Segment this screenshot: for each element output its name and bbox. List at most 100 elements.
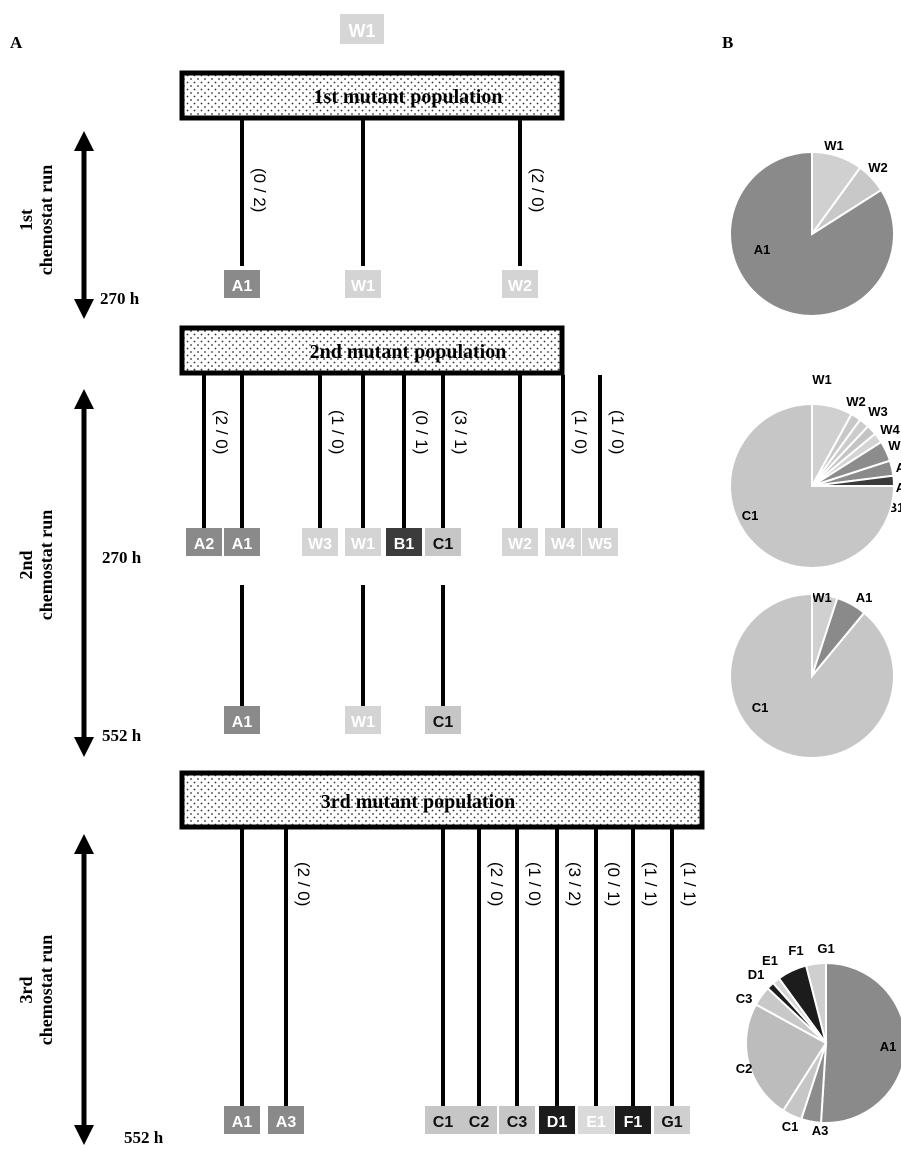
strain-box (425, 706, 461, 734)
pie-slice-label: W2 (868, 160, 888, 175)
strain-label: A1 (232, 278, 253, 295)
pie-slice-label: W3 (868, 404, 888, 419)
panel-label-b: B (722, 33, 733, 52)
strain-label: C3 (507, 1114, 528, 1131)
pie-slice-label: A1 (754, 242, 771, 257)
strain-box (578, 1106, 614, 1134)
pie-chart-1: W1 W2 A1 (729, 138, 895, 317)
run-arrow-2 (74, 389, 94, 757)
top-strain-label: W1 (349, 21, 376, 41)
strain-box (224, 528, 260, 556)
pie-slice-label: W1 (824, 138, 844, 153)
ratio-label: (2 / 0) (294, 862, 313, 906)
strain-box (425, 528, 461, 556)
strain-rows: A1 (0 / 2) W1 W2 (2 / 0) A2 (2 / 0) A1 W3 (1 / 0)… (186, 120, 699, 1134)
ratio-label: (2 / 0) (212, 410, 231, 454)
pie-slice-label: C1 (782, 1119, 799, 1134)
ratio-label: (2 / 0) (528, 168, 547, 212)
strain-label: D1 (547, 1114, 568, 1131)
run-label-2: 2nd chemostat run (16, 510, 56, 621)
strain-label: W4 (551, 536, 575, 553)
run-label-3: 3rd chemostat run (16, 935, 56, 1046)
population-label-2: 2nd mutant population (310, 341, 507, 363)
population-box-3: 3rd mutant population (179, 770, 705, 830)
strain-box (502, 270, 538, 298)
strain-label: A1 (232, 1114, 253, 1131)
pie-slice-label: W1 (812, 372, 832, 387)
strain-box (302, 528, 338, 556)
pie-slice-label: A1 (880, 1039, 897, 1054)
strain-box (345, 528, 381, 556)
ratio-label: (2 / 0) (487, 862, 506, 906)
pie-slice-label: E1 (762, 953, 778, 968)
svg-text:3rd: 3rd (16, 977, 36, 1004)
strain-label: W1 (351, 278, 375, 295)
pie-slice-label: A2 (896, 460, 901, 475)
pie-slice-label: A3 (812, 1123, 829, 1138)
ratio-label: (1 / 0) (328, 410, 347, 454)
top-strain-box: W1 (340, 14, 384, 44)
pie-slice-label: G1 (817, 941, 834, 956)
pie-slice-label: C1 (742, 508, 759, 523)
population-box-2: 2nd mutant population (179, 325, 565, 376)
strain-label: W2 (508, 278, 532, 295)
run-arrow-3 (74, 834, 94, 1145)
run-label-1: 1st chemostat run (16, 165, 56, 276)
population-label-3: 3rd mutant population (321, 791, 516, 813)
strain-label: F1 (624, 1114, 643, 1131)
strain-label: E1 (586, 1114, 606, 1131)
strain-box (268, 1106, 304, 1134)
ratio-label: (3 / 1) (451, 410, 470, 454)
strain-box (224, 270, 260, 298)
strain-box (461, 1106, 497, 1134)
ratio-label: (1 / 0) (571, 410, 590, 454)
strain-label: W5 (588, 536, 612, 553)
strain-box (539, 1106, 575, 1134)
strain-label: A3 (276, 1114, 297, 1131)
pie-slice (819, 961, 901, 1124)
ratio-label: (1 / 1) (641, 862, 660, 906)
population-box-1: 1st mutant population (179, 70, 565, 121)
strain-box (502, 528, 538, 556)
pie-chart-2: W1W2W3W4W5A2A1B1C1 (729, 372, 901, 569)
strain-label: C1 (433, 1114, 454, 1131)
time-label-4: 552 h (124, 1128, 164, 1147)
pie-slice (729, 150, 895, 317)
strain-label: A1 (232, 714, 253, 731)
strain-box (615, 1106, 651, 1134)
strain-box (425, 1106, 461, 1134)
pie-slice-label: C1 (752, 700, 769, 715)
pie-slice (729, 402, 896, 569)
svg-text:chemostat run: chemostat run (36, 510, 56, 621)
pie-slice-label: W4 (880, 422, 900, 437)
strain-label: C1 (433, 536, 454, 553)
ratio-label: (0 / 1) (412, 410, 431, 454)
strain-box (345, 270, 381, 298)
pie-slice-label: C2 (736, 1061, 753, 1076)
ratio-label: (0 / 2) (250, 168, 269, 212)
strain-box (654, 1106, 690, 1134)
pie-chart-3: W1 A1 C1 (729, 590, 895, 759)
time-label-2: 270 h (102, 548, 142, 567)
ratio-label: (1 / 0) (608, 410, 627, 454)
strain-box (224, 1106, 260, 1134)
strain-box (345, 706, 381, 734)
svg-text:chemostat run: chemostat run (36, 165, 56, 276)
pie-slice-label: W2 (846, 394, 866, 409)
strain-box (582, 528, 618, 556)
time-label-3: 552 h (102, 726, 142, 745)
strain-label: B1 (394, 536, 415, 553)
svg-text:2nd: 2nd (16, 550, 36, 579)
ratio-label: (1 / 1) (680, 862, 699, 906)
strain-label: C1 (433, 714, 454, 731)
pie-slice-label: D1 (748, 967, 765, 982)
pie-slice-label: W5 (888, 438, 901, 453)
panel-label-a: A (10, 33, 23, 52)
ratio-label: (1 / 0) (525, 862, 544, 906)
strain-label: A1 (232, 536, 253, 553)
strain-box (386, 528, 422, 556)
strain-label: G1 (661, 1114, 682, 1131)
time-label-1: 270 h (100, 289, 140, 308)
